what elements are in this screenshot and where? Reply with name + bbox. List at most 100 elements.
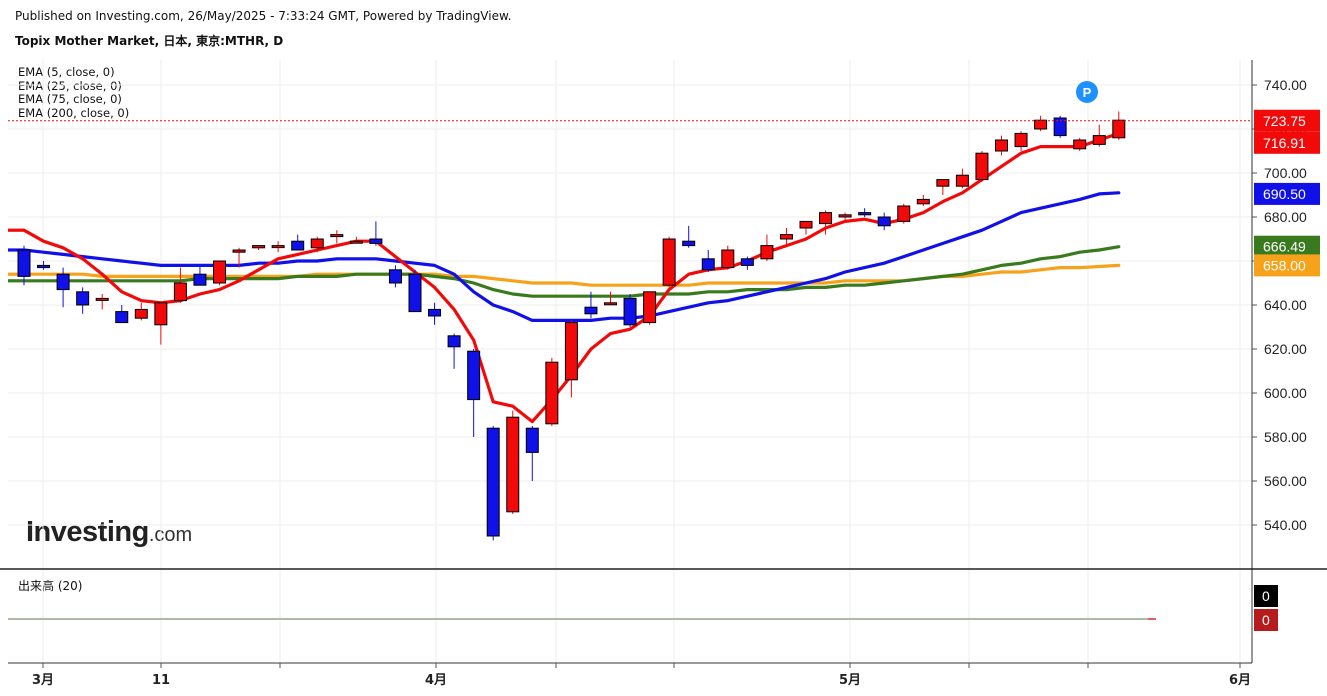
volume-value-label: 0 (1254, 585, 1278, 607)
candle[interactable] (428, 302, 442, 325)
candle[interactable] (819, 210, 833, 235)
candle-body (564, 322, 578, 381)
x-tick-label: 3月 (32, 673, 54, 688)
candle-body (799, 220, 813, 229)
candle-body (271, 245, 285, 249)
y-tick-label: 600.00 (1264, 385, 1307, 401)
x-tick-label: 5月 (839, 673, 861, 688)
candle[interactable] (310, 236, 324, 253)
candle[interactable] (623, 294, 637, 327)
volume-label-bg (1254, 585, 1278, 607)
candle[interactable] (682, 225, 696, 248)
candle-body (701, 258, 715, 271)
candle-body (1092, 135, 1106, 145)
candle[interactable] (173, 267, 187, 303)
candle-body (213, 260, 226, 284)
candle[interactable] (858, 208, 872, 217)
candle-body (56, 273, 70, 291)
candle[interactable] (193, 265, 207, 286)
candle[interactable] (564, 320, 578, 398)
x-tick-label: 6月 (1229, 673, 1251, 688)
candle[interactable] (486, 426, 500, 541)
y-tick-label: 580.00 (1264, 429, 1307, 445)
candle-body (37, 264, 51, 269)
candle[interactable] (662, 236, 676, 288)
legend-ema25[interactable]: EMA (25, close, 0) (18, 78, 122, 93)
candle[interactable] (134, 302, 148, 321)
candle[interactable] (975, 151, 989, 182)
candle[interactable] (897, 203, 911, 224)
price-label-bg (1254, 109, 1320, 132)
candle[interactable] (584, 291, 598, 319)
candle[interactable] (1034, 115, 1048, 132)
candle[interactable] (252, 245, 266, 250)
candle[interactable] (1053, 115, 1067, 138)
candle[interactable] (877, 212, 891, 231)
candle[interactable] (1092, 124, 1106, 147)
candle-body (76, 291, 90, 306)
candle[interactable] (799, 220, 813, 235)
candle[interactable] (1112, 111, 1126, 140)
candle-body (916, 198, 930, 205)
candle[interactable] (17, 245, 31, 286)
candle[interactable] (467, 349, 481, 437)
p-badge-icon[interactable] (1076, 81, 1098, 103)
candle[interactable] (936, 179, 950, 195)
candle[interactable] (349, 236, 363, 244)
candle[interactable] (545, 357, 559, 426)
candle[interactable] (916, 195, 930, 206)
candle-body (330, 234, 344, 238)
legend-ema75[interactable]: EMA (75, close, 0) (18, 92, 122, 107)
candle[interactable] (995, 135, 1008, 156)
candle[interactable] (271, 241, 285, 253)
x-tick-label: 11 (152, 673, 170, 688)
candle[interactable] (525, 426, 539, 481)
candle[interactable] (760, 234, 774, 261)
candle-body (740, 258, 754, 266)
candle[interactable] (506, 410, 520, 514)
symbol-title: Topix Mother Market, 日本, 東京:MTHR, D (15, 34, 284, 48)
candle[interactable] (838, 212, 852, 222)
price-label-bg (1254, 235, 1320, 258)
candle[interactable] (643, 291, 657, 325)
price-label-bg (1254, 131, 1320, 154)
y-tick-label: 640.00 (1264, 297, 1307, 313)
candle[interactable] (740, 256, 754, 270)
volume-value-label: 0 (1254, 609, 1278, 631)
volume-label-text: 0 (1262, 612, 1270, 628)
legend-ema5[interactable]: EMA (5, close, 0) (18, 65, 115, 79)
candle[interactable] (447, 333, 461, 369)
candle[interactable] (408, 269, 422, 313)
candle[interactable] (701, 250, 715, 272)
candle[interactable] (56, 267, 70, 308)
candle[interactable] (232, 247, 246, 268)
candle[interactable] (955, 168, 969, 189)
legend-ema200[interactable]: EMA (200, close, 0) (18, 105, 130, 120)
candle[interactable] (369, 221, 383, 246)
candle[interactable] (779, 228, 793, 246)
candle[interactable] (1014, 131, 1028, 151)
candle-body (525, 427, 539, 453)
volume-panel-label: 出来高 (20) (18, 579, 83, 593)
price-label-bg (1254, 182, 1320, 205)
candle[interactable] (721, 245, 735, 270)
candle[interactable] (37, 261, 51, 270)
candle[interactable] (388, 265, 402, 288)
candle[interactable] (154, 302, 168, 345)
candle[interactable] (76, 287, 90, 314)
candle[interactable] (1073, 137, 1087, 151)
candle-body (584, 306, 598, 315)
candle[interactable] (115, 305, 129, 324)
candle-body (173, 282, 187, 302)
candle[interactable] (291, 234, 305, 251)
candle[interactable] (330, 230, 344, 244)
y-tick-label: 740.00 (1264, 77, 1307, 93)
ema25-line[interactable] (22, 191, 1121, 322)
logo-main: Investing (26, 516, 149, 548)
candle[interactable] (213, 260, 226, 286)
candle[interactable] (604, 291, 617, 306)
candle-body (995, 139, 1008, 152)
ema75-line[interactable] (22, 245, 1121, 298)
candle[interactable] (95, 294, 109, 310)
